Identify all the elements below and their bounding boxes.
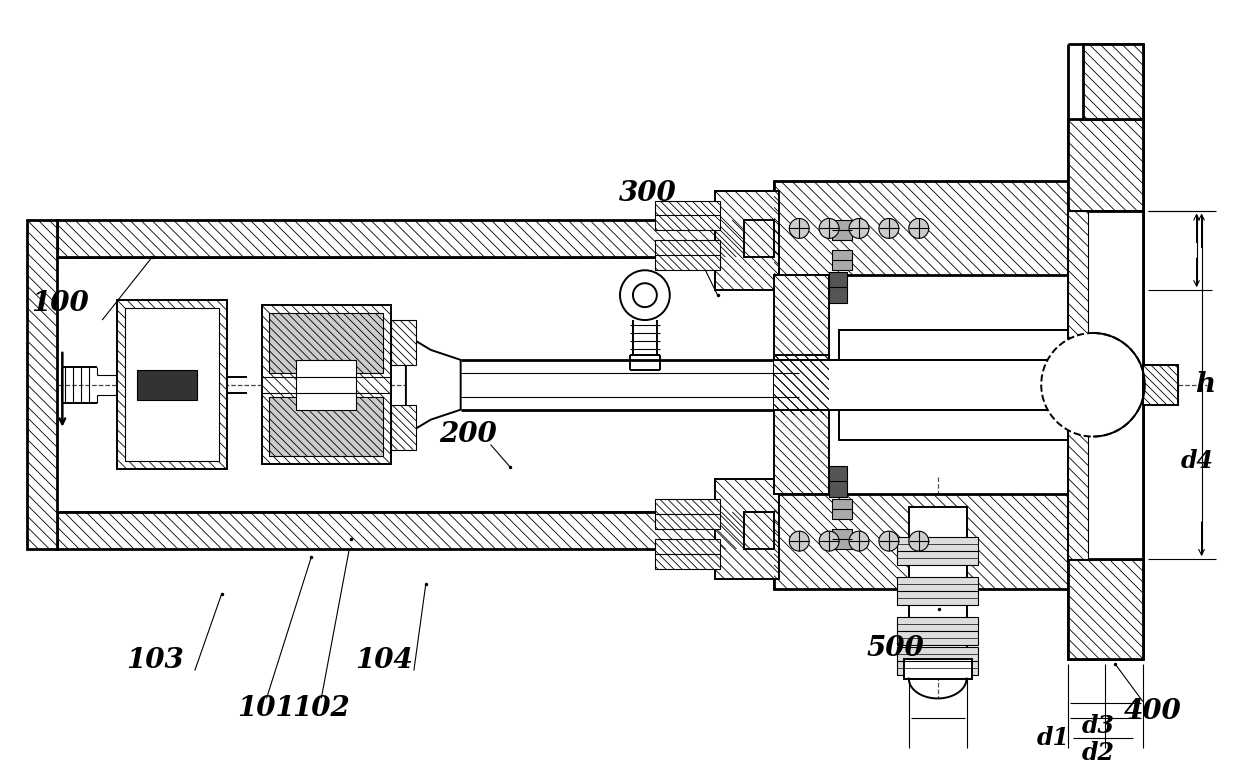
Bar bbox=[655, 240, 720, 270]
Bar bbox=[715, 480, 779, 579]
Circle shape bbox=[849, 531, 869, 551]
Bar bbox=[392, 320, 416, 365]
Circle shape bbox=[633, 283, 657, 307]
Text: 200: 200 bbox=[439, 421, 497, 448]
Circle shape bbox=[878, 219, 898, 239]
Bar bbox=[1068, 210, 1088, 559]
Bar bbox=[461, 360, 799, 410]
Bar bbox=[897, 617, 979, 644]
Bar bbox=[296, 360, 356, 410]
Bar bbox=[745, 512, 774, 549]
Bar bbox=[774, 275, 829, 415]
Bar bbox=[833, 250, 852, 270]
Bar bbox=[1142, 365, 1177, 405]
Circle shape bbox=[908, 531, 929, 551]
Bar bbox=[57, 220, 774, 257]
Circle shape bbox=[1041, 333, 1145, 437]
Bar bbox=[833, 220, 852, 240]
Bar bbox=[1068, 210, 1142, 559]
Bar bbox=[897, 537, 979, 565]
Bar bbox=[829, 273, 847, 288]
Text: 101: 101 bbox=[238, 695, 295, 722]
Text: h: h bbox=[1196, 371, 1215, 398]
Bar bbox=[774, 355, 829, 494]
Text: 400: 400 bbox=[1124, 698, 1182, 725]
Bar bbox=[839, 330, 1068, 440]
Bar bbox=[655, 539, 720, 569]
Bar bbox=[774, 360, 1068, 410]
Circle shape bbox=[620, 270, 670, 320]
Text: 102: 102 bbox=[292, 695, 351, 722]
Bar bbox=[833, 529, 852, 549]
Bar bbox=[774, 181, 1068, 275]
Bar bbox=[269, 397, 383, 457]
Bar bbox=[269, 313, 383, 373]
Circle shape bbox=[789, 219, 809, 239]
Circle shape bbox=[908, 219, 929, 239]
Bar bbox=[829, 467, 847, 482]
Bar bbox=[125, 308, 219, 461]
Circle shape bbox=[819, 219, 839, 239]
Polygon shape bbox=[406, 335, 461, 434]
Text: 300: 300 bbox=[620, 180, 676, 207]
Text: d4: d4 bbox=[1181, 450, 1214, 474]
Text: 104: 104 bbox=[356, 647, 413, 674]
Bar bbox=[903, 658, 971, 678]
Bar bbox=[655, 499, 720, 529]
Bar bbox=[829, 287, 847, 303]
Circle shape bbox=[878, 531, 898, 551]
Bar bbox=[138, 370, 197, 400]
Bar bbox=[908, 507, 966, 658]
Text: d3: d3 bbox=[1082, 715, 1115, 738]
Text: 100: 100 bbox=[31, 290, 89, 316]
Circle shape bbox=[819, 531, 839, 551]
Bar bbox=[1068, 559, 1142, 658]
Bar bbox=[897, 577, 979, 605]
Text: 500: 500 bbox=[867, 635, 924, 662]
Bar bbox=[1083, 44, 1142, 119]
Bar bbox=[1068, 119, 1142, 210]
Bar bbox=[833, 499, 852, 519]
Bar bbox=[118, 300, 227, 470]
Bar bbox=[392, 405, 416, 450]
Circle shape bbox=[789, 531, 809, 551]
Bar bbox=[715, 191, 779, 290]
Text: d1: d1 bbox=[1037, 726, 1069, 750]
Circle shape bbox=[849, 219, 869, 239]
Bar bbox=[57, 512, 774, 549]
Text: 103: 103 bbox=[126, 647, 183, 674]
Text: d2: d2 bbox=[1082, 742, 1115, 765]
Bar bbox=[774, 494, 1068, 589]
Bar bbox=[745, 220, 774, 257]
Bar bbox=[897, 647, 979, 675]
Bar bbox=[829, 481, 847, 497]
Bar bbox=[655, 200, 720, 230]
Bar bbox=[27, 220, 57, 549]
Bar bbox=[261, 305, 392, 464]
